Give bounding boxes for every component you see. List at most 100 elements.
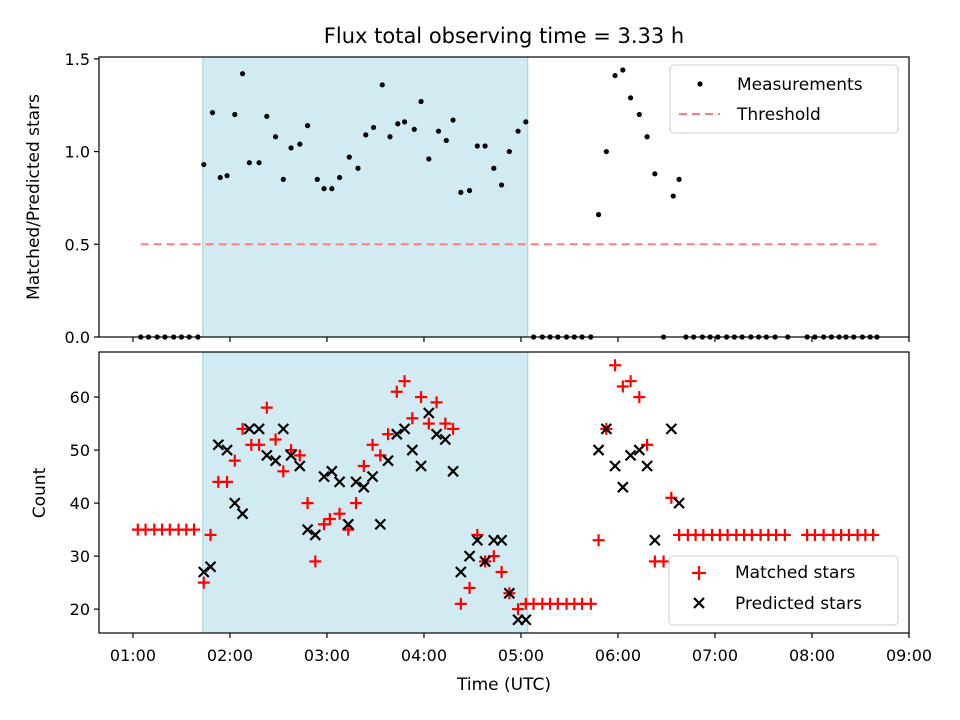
measurement-point (435, 128, 442, 134)
predicted-star-point (342, 518, 355, 531)
matched-star-point (609, 359, 622, 372)
bottom-y-tick-label: 30 (70, 547, 90, 566)
matched-star-point (277, 465, 290, 478)
matched-star-point (512, 603, 525, 616)
legend-measurements-marker (697, 81, 703, 87)
measurement-point (482, 143, 488, 149)
predicted-star-point (673, 497, 685, 509)
bottom-legend-frame (668, 555, 899, 626)
measurement-point (506, 148, 512, 155)
matched-star-point (430, 396, 443, 409)
x-tick-label: 04:00 (401, 646, 447, 665)
measurement-point (620, 67, 626, 73)
matched-star-point (301, 497, 314, 510)
predicted-star-point (398, 423, 411, 435)
measurement-point (217, 174, 223, 181)
matched-star-point (253, 438, 266, 451)
top-y-tick-label: 0.0 (65, 328, 90, 347)
matched-star-point (657, 555, 670, 568)
predicted-star-point (294, 460, 306, 472)
bottom-points-layer (131, 359, 880, 626)
bottom-y-tick-label: 50 (70, 441, 90, 460)
top-shade-layer (202, 56, 529, 338)
predicted-star-point (243, 423, 256, 435)
legend-matched-marker (692, 566, 706, 580)
measurement-point (370, 124, 377, 131)
matched-star-point (415, 391, 428, 404)
predicted-star-point (301, 523, 314, 536)
measurement-point (603, 148, 609, 155)
legend-measurements-label: Measurements (737, 75, 863, 95)
predicted-star-point (277, 423, 290, 435)
matched-star-point (592, 534, 605, 547)
matched-star-point (406, 412, 419, 425)
measurement-point (201, 161, 207, 168)
measurement-point (491, 165, 497, 171)
observing-window-shade-bottom (202, 351, 529, 634)
measurement-point (280, 176, 286, 182)
predicted-star-point (520, 613, 532, 626)
predicted-star-point (624, 449, 637, 462)
predicted-star-point (358, 481, 370, 493)
predicted-star-point (463, 550, 476, 562)
measurement-point (264, 113, 270, 119)
predicted-star-point (455, 566, 467, 578)
measurement-point (644, 134, 650, 140)
x-tick-label: 09:00 (886, 646, 932, 665)
matched-star-point (624, 375, 637, 388)
matched-star-point (204, 528, 217, 541)
matched-star-point (398, 375, 411, 388)
bottom-axes-frame (98, 351, 910, 634)
measurement-point (355, 165, 361, 171)
predicted-star-point (600, 423, 613, 435)
bottom-y-tick-label: 60 (70, 388, 90, 407)
measurement-point (676, 176, 682, 182)
predicted-star-point (406, 444, 419, 456)
measurement-point (239, 71, 246, 77)
matched-star-point (867, 528, 880, 541)
measurement-point (209, 110, 216, 116)
predicted-star-point (236, 507, 249, 520)
bottom-y-tick-label: 40 (70, 494, 90, 513)
matched-star-point (366, 438, 379, 451)
matched-star-point (323, 513, 336, 526)
measurement-point (612, 72, 618, 79)
chart-title: Flux total observing time = 3.33 h (324, 24, 684, 48)
bottom-axes-layer: 20 30 40 50 60 01:00 02:00 03:00 04:00 05:00 06:00… (70, 351, 932, 665)
measurement-point (387, 134, 393, 140)
bottom-legend: Matched stars Predicted stars (668, 555, 899, 626)
measurement-point (304, 123, 311, 129)
predicted-star-point (471, 534, 484, 546)
matched-star-point (633, 391, 646, 404)
measurement-point (426, 156, 432, 162)
predicted-star-point (415, 460, 427, 472)
x-tick-label: 06:00 (595, 646, 641, 665)
predicted-star-point (382, 454, 394, 467)
predicted-star-point (366, 470, 379, 483)
measurement-point (346, 154, 352, 160)
bottom-shade-layer (202, 351, 529, 634)
matched-star-point (188, 523, 201, 536)
measurement-point (523, 119, 529, 125)
measurement-point (395, 121, 401, 127)
measurement-point (297, 141, 303, 147)
measurement-point (379, 82, 385, 88)
measurement-point (418, 98, 424, 105)
matched-star-point (616, 380, 629, 393)
predicted-star-point (333, 476, 346, 488)
matched-star-point (350, 497, 363, 510)
matched-star-point (422, 417, 435, 430)
predicted-star-point (609, 460, 621, 472)
matched-star-point (584, 597, 597, 610)
predicted-star-point (204, 560, 217, 573)
matched-star-point (221, 475, 234, 488)
matched-star-point (778, 528, 791, 541)
predicted-star-point (430, 428, 443, 440)
x-tick-label: 05:00 (498, 646, 544, 665)
matched-star-point (197, 576, 210, 589)
predicted-star-point (212, 439, 225, 451)
x-tick-label: 03:00 (304, 646, 350, 665)
predicted-star-point (633, 444, 646, 456)
matched-star-point (439, 417, 452, 430)
